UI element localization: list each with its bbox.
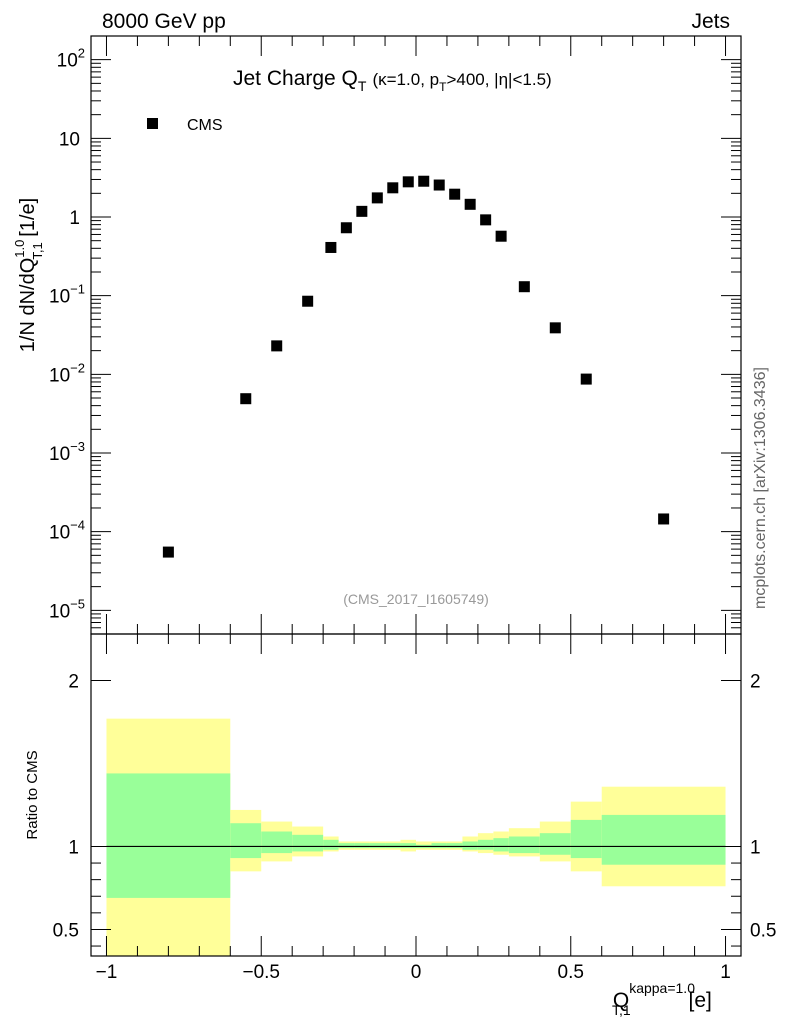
y-tick-label: 10−3 xyxy=(49,439,85,465)
header-left: 8000 GeV pp xyxy=(102,10,226,33)
data-point xyxy=(449,188,461,200)
ratio-inner-band-11 xyxy=(431,843,447,849)
ylabel-prefix: 1/N dN/dQ xyxy=(17,258,39,352)
ylabel-suffix: [1/e] xyxy=(17,198,39,242)
ratio-y-tick-label: 1 xyxy=(68,837,79,858)
ylabel-sub: T,1 xyxy=(30,242,45,259)
data-point xyxy=(418,175,430,187)
ratio-y-tick-label-right: 0.5 xyxy=(750,920,776,941)
ratio-inner-band-17 xyxy=(539,833,571,855)
plot-title: Jet Charge QT (κ=1.0, pT>400, |η|<1.5) xyxy=(233,67,552,94)
ratio-y-tick-label-right: 1 xyxy=(750,837,761,858)
xlabel-sup: kappa=1.0 xyxy=(629,980,695,996)
ratio-inner-band-16 xyxy=(508,836,540,854)
data-point xyxy=(580,373,592,385)
data-point xyxy=(356,205,368,217)
ratio-inner-band-15 xyxy=(493,838,509,852)
data-point xyxy=(658,513,670,525)
y-tick-exponent: 2 xyxy=(78,46,85,61)
data-point xyxy=(371,192,383,204)
y-tick-label: 10−1 xyxy=(49,282,85,308)
x-axis-label: Qkappa=1.0 T,1 [e] xyxy=(612,980,712,1018)
y-tick-mantissa: 10 xyxy=(49,601,70,622)
data-point xyxy=(325,241,337,253)
y-tick-label: 1 xyxy=(69,208,80,229)
ratio-inner-band-8 xyxy=(385,843,401,849)
data-point xyxy=(433,179,445,191)
analysis-watermark: (CMS_2017_I1605749) xyxy=(343,591,489,607)
data-point xyxy=(162,546,174,558)
x-tick-label: 0 xyxy=(411,962,422,983)
title-cuts-rest: >400, |η|<1.5) xyxy=(446,70,551,89)
ratio-inner-band-7 xyxy=(369,843,386,849)
data-point xyxy=(402,176,414,188)
ratio-y-tick-label-right: 2 xyxy=(750,671,761,692)
y-tick-mantissa: 10 xyxy=(49,365,70,386)
y-tick-mantissa: 10 xyxy=(49,287,70,308)
ratio-inner-band-0 xyxy=(106,773,231,898)
ratio-panel: −1 −0.5 0 0.5 1 0.5 0.5 1 1 2 2 xyxy=(53,633,776,983)
ratio-inner-band-4 xyxy=(323,839,339,850)
y-axis-label-main: 1/N dN/dQ1.0 T,1 [1/e] xyxy=(12,198,45,352)
y-tick-mantissa: 10 xyxy=(49,444,70,465)
y-tick-exponent: −1 xyxy=(70,282,85,297)
y-tick-mantissa: 10 xyxy=(57,51,78,72)
title-main: Jet Charge Q xyxy=(233,67,358,90)
ratio-y-tick-label: 0.5 xyxy=(53,920,79,941)
data-point xyxy=(302,295,314,307)
x-tick-label: 1 xyxy=(720,962,731,983)
ratio-inner-band-12 xyxy=(446,843,463,849)
data-point xyxy=(387,182,399,194)
y-tick-label: 10−2 xyxy=(49,360,85,386)
y-tick-exponent: −2 xyxy=(70,360,85,375)
xlabel-suffix: [e] xyxy=(683,989,712,1012)
data-point xyxy=(549,322,561,334)
x-tick-label: 0.5 xyxy=(558,962,584,983)
data-point xyxy=(464,198,476,210)
ratio-inner-band-9 xyxy=(400,843,416,849)
data-point xyxy=(480,214,492,226)
data-point xyxy=(518,281,530,293)
ratio-inner-band-13 xyxy=(462,841,478,850)
x-tick-label: −1 xyxy=(96,962,118,983)
ratio-inner-band-6 xyxy=(354,843,370,849)
y-tick-label: 102 xyxy=(57,46,85,72)
xlabel-sub: T,1 xyxy=(612,1002,631,1018)
y-tick-exponent: −3 xyxy=(70,439,85,454)
data-point xyxy=(340,222,352,234)
y-axis-label-ratio: Ratio to CMS xyxy=(24,750,41,839)
title-main-sub: T xyxy=(358,78,367,94)
title-cuts-sub: T xyxy=(439,80,447,94)
x-tick-label: −0.5 xyxy=(242,962,280,983)
ratio-inner-band-1 xyxy=(230,823,262,859)
legend-marker xyxy=(147,118,158,129)
ratio-y-tick-label: 2 xyxy=(68,671,79,692)
y-tick-label: 10−5 xyxy=(49,596,85,622)
data-point xyxy=(495,230,507,242)
ratio-inner-band-14 xyxy=(477,839,494,850)
ratio-inner-band-18 xyxy=(570,819,602,859)
y-tick-label: 10 xyxy=(59,129,80,150)
side-label: mcplots.cern.ch [arXiv:1306.3436] xyxy=(752,367,769,609)
y-tick-mantissa: 10 xyxy=(49,523,70,544)
ratio-inner-band-3 xyxy=(292,834,324,852)
y-tick-label: 10−4 xyxy=(49,518,85,544)
title-cuts: (κ=1.0, p xyxy=(372,70,439,89)
ylabel-sup: 1.0 xyxy=(12,240,27,258)
y-tick-exponent: −4 xyxy=(70,518,85,533)
data-point xyxy=(240,393,252,405)
data-point xyxy=(271,340,283,352)
header-right: Jets xyxy=(691,10,730,33)
ratio-inner-band-19 xyxy=(601,814,726,865)
y-tick-exponent: −5 xyxy=(70,596,85,611)
xlabel-prefix: Q xyxy=(613,989,629,1012)
legend-label: CMS xyxy=(187,117,223,134)
ratio-inner-band-2 xyxy=(261,831,293,854)
ratio-inner-band-5 xyxy=(338,843,355,849)
